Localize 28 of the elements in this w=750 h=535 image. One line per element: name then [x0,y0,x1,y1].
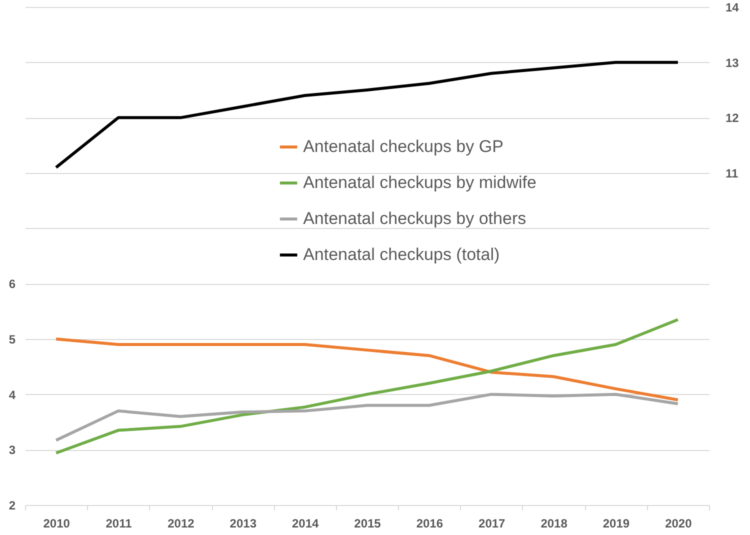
legend-label: Antenatal checkups by others [303,208,526,228]
line-series [54,392,680,442]
y2-tick-label: 12 [726,111,740,126]
x-tick-label: 2013 [230,516,257,530]
x-tick-label: 2012 [168,516,195,530]
y-tick-label: 3 [8,443,16,458]
x-tick-label: 2016 [416,516,444,530]
y-tick-label: 2 [8,498,16,512]
legend-label: Antenatal checkups by GP [303,136,504,156]
x-tick-label: 2017 [478,516,506,530]
line-series [54,338,680,402]
x-tick-label: 2015 [354,516,382,530]
x-tick-label: 2014 [292,516,319,530]
line-series [54,60,680,169]
y-tick-label: 4 [8,388,16,402]
y2-tick-label: 11 [726,166,739,180]
x-tick-label: 2010 [43,516,70,530]
legend-label: Antenatal checkups by midwife [303,172,536,192]
y-tick-label: 6 [8,277,16,292]
y2-tick-label: 14 [726,0,740,14]
y-tick-label: 5 [8,332,16,346]
y2-tick-label: 13 [726,56,740,70]
x-tick-label: 2018 [540,516,568,530]
x-tick-label: 2020 [665,516,692,530]
legend-label: Antenatal checkups (total) [303,244,500,264]
x-tick-label: 2019 [602,516,630,530]
x-tick-label: 2011 [106,516,132,530]
line-series [54,318,680,454]
